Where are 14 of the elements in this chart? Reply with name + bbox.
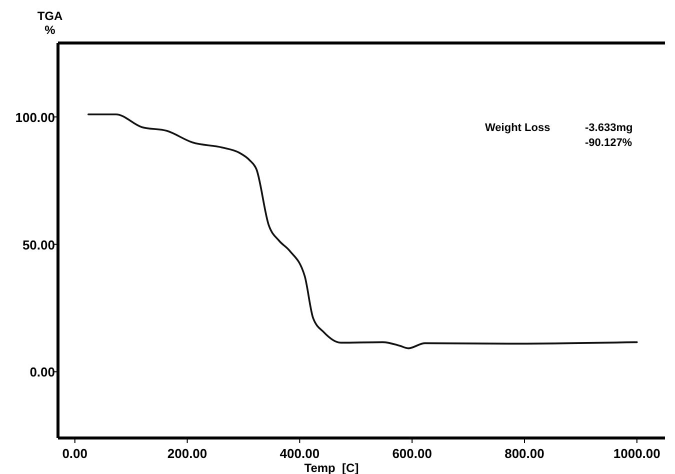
annotation: -90.127% — [585, 137, 632, 149]
x-tick-label: 1000.00 — [613, 446, 660, 461]
x-tick-label: 600.00 — [392, 446, 432, 461]
annotation: Weight Loss — [485, 122, 550, 134]
x-tick-label: 800.00 — [504, 446, 544, 461]
y-tick-label: 0.00 — [30, 364, 55, 380]
y-tick-label: 50.00 — [22, 237, 55, 252]
x-tick-label: 400.00 — [280, 446, 320, 461]
y-tick-label: 100.00 — [15, 110, 55, 125]
annotation: -3.633mg — [585, 122, 633, 134]
x-tick-label: 200.00 — [167, 446, 208, 461]
x-tick-label: 0.00 — [62, 446, 88, 461]
y-axis-title: TGA % — [37, 9, 63, 37]
line-series — [87, 113, 638, 350]
